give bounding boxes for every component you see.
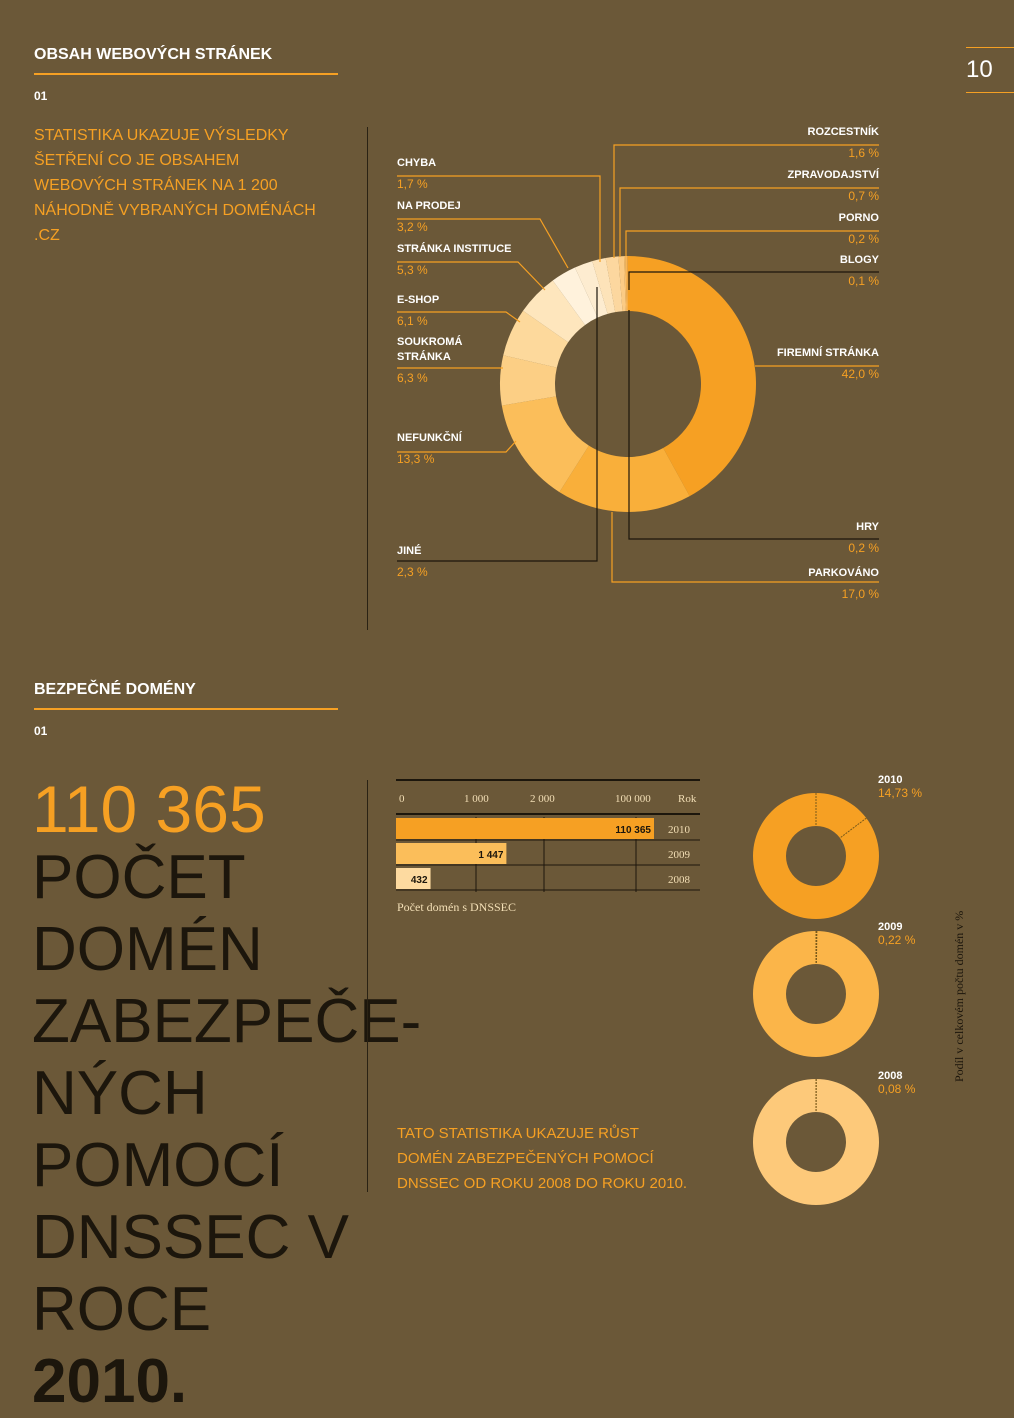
label-stranka-instituce: STRÁNKA INSTITUCE 5,3 % bbox=[397, 243, 511, 277]
label-blogy: BLOGY 0,1 % bbox=[840, 254, 879, 288]
label-chyba: CHYBA 1,7 % bbox=[397, 157, 436, 191]
label-porno: PORNO 0,2 % bbox=[839, 212, 879, 246]
label-soukroma-stranka: SOUKROMÁ STRÁNKA 6,3 % bbox=[397, 335, 477, 385]
tick-label-0: 0 bbox=[399, 793, 405, 805]
label-e-shop: E-SHOP 6,1 % bbox=[397, 294, 439, 328]
tick-label-2-000: 2 000 bbox=[530, 793, 555, 805]
label-firemni-stranka: FIREMNÍ STRÁNKA 42,0 % bbox=[777, 347, 879, 381]
bar-value-2010: 110 365 bbox=[615, 825, 651, 836]
section2-rule bbox=[34, 708, 338, 710]
label-nefunkcni: NEFUNKČNÍ 13,3 % bbox=[397, 432, 462, 466]
ring-label-2010: 2010 14,73 % bbox=[878, 774, 922, 800]
bar-year-2009: 2009 bbox=[668, 849, 691, 861]
big-number: 110 365 bbox=[32, 776, 266, 842]
section2-title: BEZPEČNÉ DOMÉNY bbox=[34, 681, 196, 699]
section2-footnote: TATO STATISTIKA UKAZUJE RŮST DOMÉN ZABEZ… bbox=[397, 1121, 697, 1196]
label-na-prodej: NA PRODEJ 3,2 % bbox=[397, 200, 461, 234]
label-parkovano: PARKOVÁNO 17,0 % bbox=[808, 567, 879, 601]
share-rings-chart bbox=[740, 760, 940, 1220]
ring-label-2008: 2008 0,08 % bbox=[878, 1070, 915, 1096]
ring-label-2009: 2009 0,22 % bbox=[878, 921, 915, 947]
bar-value-2009: 1 447 bbox=[478, 850, 503, 861]
label-jine: JINÉ 2,3 % bbox=[397, 545, 428, 579]
tick-label-1-000: 1 000 bbox=[464, 793, 489, 805]
big-text-year: 2010. bbox=[32, 1347, 187, 1416]
tick-label-100-000: 100 000 bbox=[615, 793, 651, 805]
bar-value-2008: 432 bbox=[411, 875, 428, 886]
bar-year-2010: 2010 bbox=[668, 824, 691, 836]
bar-chart-xlabel: Počet domén s DNSSEC bbox=[397, 900, 516, 915]
label-rozcestnik: ROZCESTNÍK 1,6 % bbox=[808, 126, 880, 160]
label-zpravodajstvi: ZPRAVODAJSTVÍ 0,7 % bbox=[788, 169, 879, 203]
big-text: POČET DOMÉN ZABEZPEČE- NÝCH POMOCÍ DNSSE… bbox=[32, 842, 352, 1418]
bar-year-2008: 2008 bbox=[668, 874, 691, 886]
tick-label-rok: Rok bbox=[678, 793, 697, 805]
big-text-body: POČET DOMÉN ZABEZPEČE- NÝCH POMOCÍ DNSSE… bbox=[32, 843, 421, 1344]
section2-index: 01 bbox=[34, 724, 47, 738]
section2-divider bbox=[367, 780, 368, 1192]
rings-ylabel: Podíl v celkovém počtu domén v % bbox=[952, 911, 967, 1082]
label-hry: HRY 0,2 % bbox=[848, 521, 879, 555]
